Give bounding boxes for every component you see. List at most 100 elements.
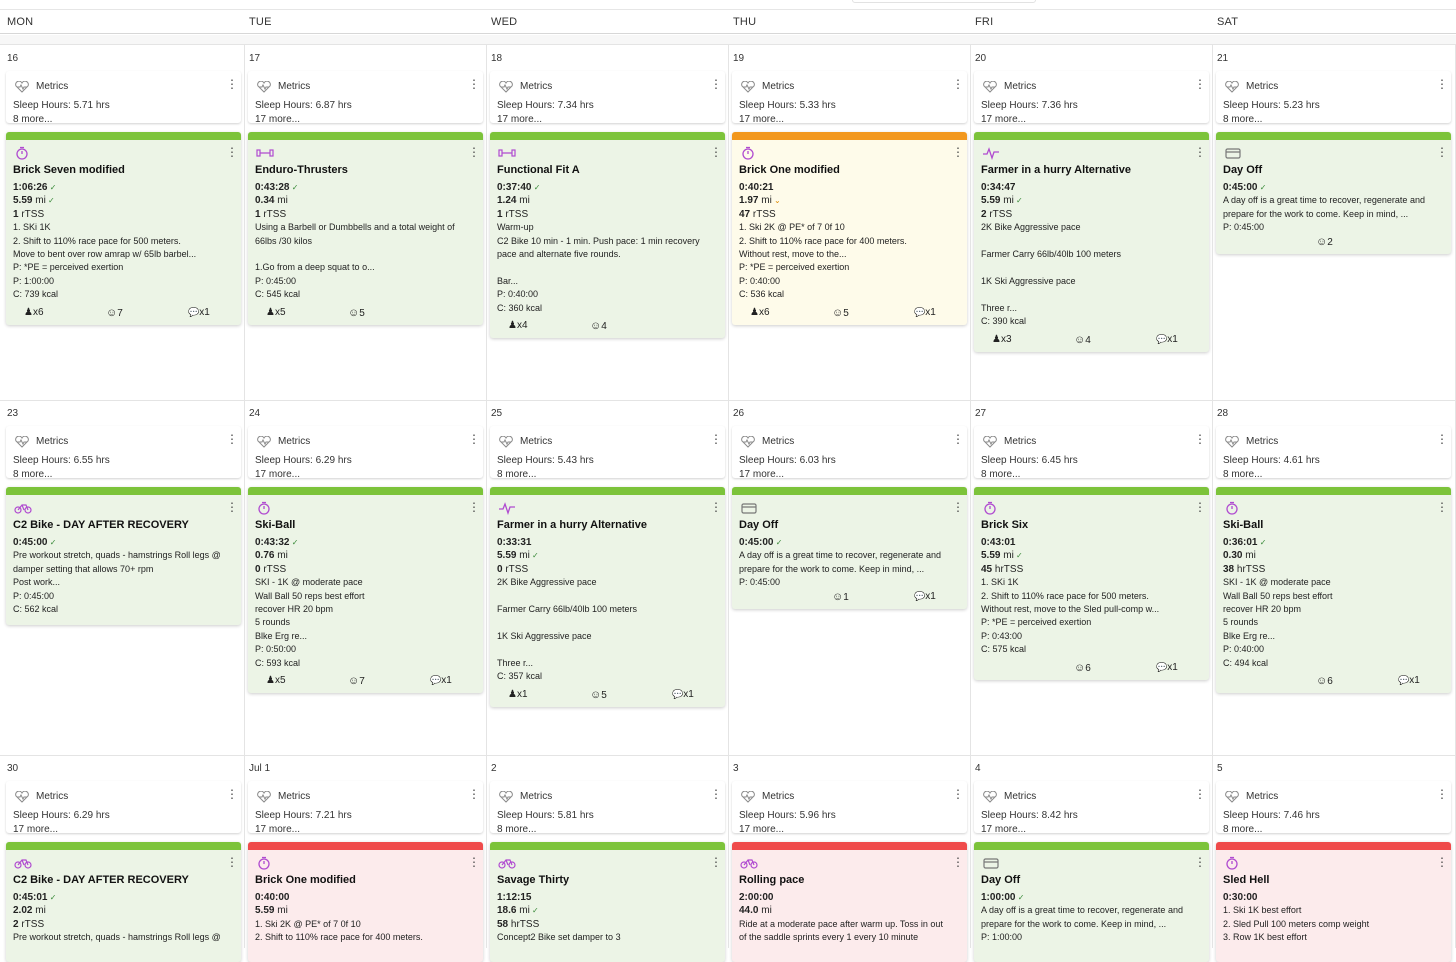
workout-menu-icon[interactable]: ⋮ [952,500,964,514]
metrics-more-link[interactable]: 8 more... [1223,469,1263,480]
workout-title[interactable]: Enduro-Thrusters [255,164,348,176]
metrics-card[interactable]: Metrics Sleep Hours: 5.43 hrs 8 more... ⋮ [490,426,725,480]
metrics-card[interactable]: Metrics Sleep Hours: 6.29 hrs 17 more... ⋮ [248,426,483,480]
comments-count[interactable]: 💬x1 [914,591,936,602]
metrics-more-link[interactable]: 17 more... [255,824,301,835]
workout-menu-icon[interactable]: ⋮ [226,500,238,514]
workout-card[interactable]: ⋮ Day Off 1:00:00 ✓ A day off is a great ti… [974,842,1209,962]
day-number[interactable]: 21 [1217,53,1229,64]
metrics-more-link[interactable]: 8 more... [497,469,537,480]
metrics-menu-icon[interactable]: ⋮ [710,432,722,446]
metrics-menu-icon[interactable]: ⋮ [952,77,964,91]
day-number[interactable]: 26 [733,408,745,419]
comments-count[interactable]: 💬x1 [672,689,694,700]
workout-menu-icon[interactable]: ⋮ [468,855,480,869]
day-number[interactable]: 28 [1217,408,1229,419]
metrics-menu-icon[interactable]: ⋮ [1194,432,1206,446]
workout-menu-icon[interactable]: ⋮ [710,500,722,514]
workout-menu-icon[interactable]: ⋮ [710,855,722,869]
day-number[interactable]: 2 [491,763,497,774]
day-number[interactable]: 24 [249,408,261,419]
metrics-menu-icon[interactable]: ⋮ [468,787,480,801]
metrics-more-link[interactable]: 8 more... [981,469,1021,480]
workout-card[interactable]: ⋮ Brick One modified 0:40:21 1.97 mi ⌄ 47 rT… [732,132,967,325]
workout-card[interactable]: ⋮ Functional Fit A 0:37:40 ✓ 1.24 mi 1 rTSS W… [490,132,725,338]
workout-menu-icon[interactable]: ⋮ [1194,855,1206,869]
workout-title[interactable]: Ski-Ball [1223,519,1264,531]
day-number[interactable]: 5 [1217,763,1223,774]
metrics-card[interactable]: Metrics Sleep Hours: 5.71 hrs 8 more... ⋮ [6,71,241,125]
metrics-menu-icon[interactable]: ⋮ [710,787,722,801]
metrics-more-link[interactable]: 17 more... [981,824,1027,835]
metrics-card[interactable]: Metrics Sleep Hours: 7.34 hrs 17 more... ⋮ [490,71,725,125]
workout-card[interactable]: ⋮ Savage Thirty 1:12:15 18.6 mi ✓ 58 hrTSS Co… [490,842,725,962]
workout-menu-icon[interactable]: ⋮ [468,500,480,514]
toolbar-control[interactable] [852,0,1036,3]
workout-card[interactable]: ⋮ Day Off 0:45:00 ✓ A day off is a great ti… [1216,132,1451,254]
workout-title[interactable]: Ski-Ball [255,519,296,531]
workout-title[interactable]: Rolling pace [739,874,805,886]
day-number[interactable]: 3 [733,763,739,774]
metrics-menu-icon[interactable]: ⋮ [226,432,238,446]
metrics-more-link[interactable]: 8 more... [13,469,53,480]
metrics-card[interactable]: Metrics Sleep Hours: 5.81 hrs 8 more... ⋮ [490,781,725,835]
metrics-menu-icon[interactable]: ⋮ [226,787,238,801]
comments-count[interactable]: 💬x1 [914,307,936,318]
day-number[interactable]: 4 [975,763,981,774]
metrics-menu-icon[interactable]: ⋮ [468,432,480,446]
metrics-menu-icon[interactable]: ⋮ [1194,787,1206,801]
metrics-card[interactable]: Metrics Sleep Hours: 5.96 hrs 17 more... ⋮ [732,781,967,835]
metrics-card[interactable]: Metrics Sleep Hours: 5.33 hrs 17 more... ⋮ [732,71,967,125]
metrics-card[interactable]: Metrics Sleep Hours: 7.21 hrs 17 more... ⋮ [248,781,483,835]
metrics-card[interactable]: Metrics Sleep Hours: 7.46 hrs 8 more... ⋮ [1216,781,1451,835]
metrics-more-link[interactable]: 17 more... [739,114,785,125]
metrics-more-link[interactable]: 17 more... [13,824,59,835]
metrics-more-link[interactable]: 8 more... [497,824,537,835]
workout-card[interactable]: ⋮ Farmer in a hurry Alternative 0:34:47 5.5… [974,132,1209,352]
workout-menu-icon[interactable]: ⋮ [226,855,238,869]
workout-title[interactable]: Brick One modified [255,874,356,886]
comments-count[interactable]: 💬x1 [1156,662,1178,673]
workout-title[interactable]: Day Off [981,874,1021,886]
metrics-menu-icon[interactable]: ⋮ [1436,787,1448,801]
workout-card[interactable]: ⋮ Ski-Ball 0:36:01 ✓ 0.30 mi 38 hrTSS SKI - 1… [1216,487,1451,693]
workout-card[interactable]: ⋮ Enduro-Thrusters 0:43:28 ✓ 0.34 mi 1 rTSS U… [248,132,483,325]
workout-title[interactable]: Brick Seven modified [13,164,125,176]
metrics-more-link[interactable]: 8 more... [1223,824,1263,835]
day-number[interactable]: 20 [975,53,987,64]
comments-count[interactable]: 💬x1 [188,307,210,318]
workout-title[interactable]: C2 Bike - DAY AFTER RECOVERY [13,519,189,531]
workout-card[interactable]: ⋮ Brick Seven modified 1:06:26 ✓ 5.59 mi ✓ 1… [6,132,241,325]
workout-title[interactable]: Farmer in a hurry Alternative [497,519,647,531]
comments-count[interactable]: 💬x1 [1156,334,1178,345]
metrics-card[interactable]: Metrics Sleep Hours: 6.87 hrs 17 more... ⋮ [248,71,483,125]
workout-menu-icon[interactable]: ⋮ [710,145,722,159]
metrics-menu-icon[interactable]: ⋮ [952,787,964,801]
workout-title[interactable]: Brick Six [981,519,1029,531]
workout-title[interactable]: Functional Fit A [497,164,580,176]
day-number[interactable]: 16 [7,53,19,64]
metrics-menu-icon[interactable]: ⋮ [226,77,238,91]
day-number[interactable]: 25 [491,408,503,419]
metrics-more-link[interactable]: 8 more... [1223,114,1263,125]
day-number[interactable]: Jul 1 [249,763,271,774]
workout-title[interactable]: Day Off [1223,164,1263,176]
workout-title[interactable]: Brick One modified [739,164,840,176]
metrics-more-link[interactable]: 17 more... [981,114,1027,125]
workout-card[interactable]: ⋮ C2 Bike - DAY AFTER RECOVERY 0:45:01 ✓ 2.… [6,842,241,962]
metrics-card[interactable]: Metrics Sleep Hours: 8.42 hrs 17 more... ⋮ [974,781,1209,835]
workout-title[interactable]: C2 Bike - DAY AFTER RECOVERY [13,874,189,886]
workout-menu-icon[interactable]: ⋮ [468,145,480,159]
metrics-card[interactable]: Metrics Sleep Hours: 5.23 hrs 8 more... ⋮ [1216,71,1451,125]
metrics-more-link[interactable]: 17 more... [255,469,301,480]
day-number[interactable]: 27 [975,408,987,419]
workout-menu-icon[interactable]: ⋮ [1436,145,1448,159]
day-number[interactable]: 23 [7,408,19,419]
workout-card[interactable]: ⋮ C2 Bike - DAY AFTER RECOVERY 0:45:00 ✓ Pr… [6,487,241,625]
day-number[interactable]: 19 [733,53,745,64]
workout-title[interactable]: Day Off [739,519,779,531]
workout-card[interactable]: ⋮ Farmer in a hurry Alternative 0:33:31 5.5… [490,487,725,707]
day-number[interactable]: 17 [249,53,261,64]
metrics-more-link[interactable]: 8 more... [13,114,53,125]
workout-card[interactable]: ⋮ Sled Hell 0:30:00 1. Ski 1K best effort 2.… [1216,842,1451,962]
